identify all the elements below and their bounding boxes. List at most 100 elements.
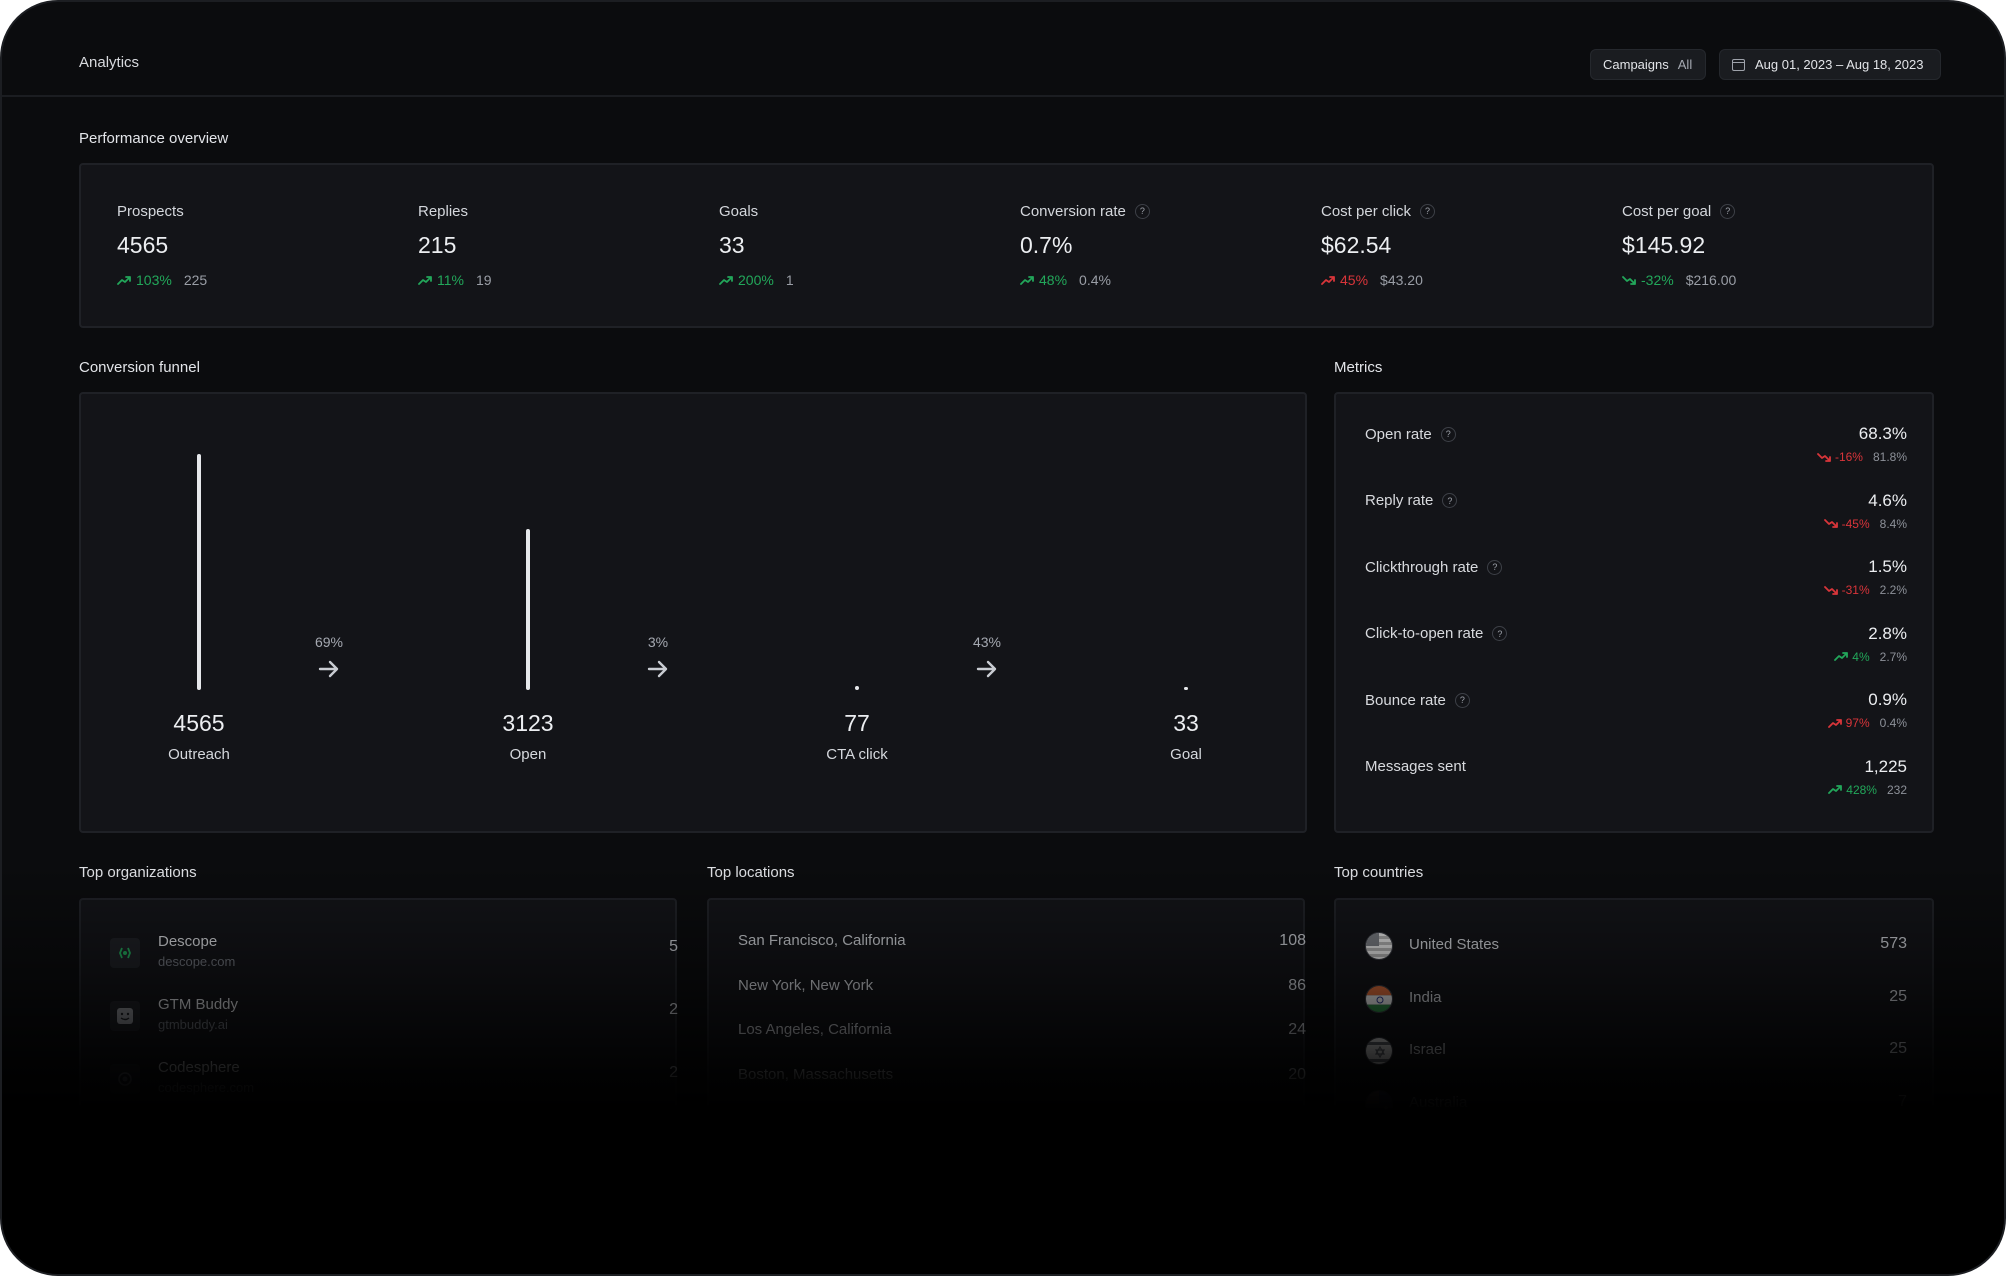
performance-overview-panel: Prospects 4565 103% 225 Replies 215 11% … <box>79 163 1934 328</box>
location-row[interactable]: San Francisco, California 108 <box>738 932 1306 972</box>
help-icon[interactable]: ? <box>1442 493 1458 508</box>
descope-logo <box>110 938 140 968</box>
country-name: United Kingdom <box>1409 1146 1516 1163</box>
metric-change: 4% 2.7% <box>1834 650 1907 664</box>
arrow-right-icon <box>647 660 668 678</box>
location-row[interactable]: Seattle, Washington 12 <box>738 1155 1306 1195</box>
trend-up-icon <box>1020 275 1034 285</box>
location-row[interactable]: Los Angeles, California 24 <box>738 1021 1306 1061</box>
funnel-bar <box>526 529 530 690</box>
country-count: 25 <box>1889 987 1907 1005</box>
funnel-stage-label: Goal <box>1170 746 1202 763</box>
stat-change: -32% $216.00 <box>1622 272 1902 288</box>
stat-value: 215 <box>418 232 457 258</box>
stat-value: 0.7% <box>1020 232 1073 258</box>
top-locations-panel: San Francisco, California 108 New York, … <box>707 898 1306 1274</box>
help-icon[interactable]: ? <box>1487 559 1503 575</box>
metric-label: Bounce rate ? <box>1365 690 1470 710</box>
conversion-funnel-panel: 4565 Outreach 3123 Open 77 CTA click 33 Goal 69%… <box>79 392 1307 833</box>
stat-change: 11% 19 <box>418 272 698 288</box>
uk-flag <box>1365 1142 1393 1170</box>
trend-up-icon <box>1321 275 1335 285</box>
funnel-value: 3123 <box>502 710 554 736</box>
help-icon[interactable]: ? <box>1492 626 1508 641</box>
date-range-picker[interactable]: Aug 01, 2023 – Aug 18, 2023 <box>1719 49 1941 80</box>
organization-name: Descope <box>158 933 218 950</box>
change-percent: 4% <box>1852 649 1870 664</box>
organization-domain: descope.com <box>158 954 236 969</box>
country-row[interactable]: India 25 <box>1365 984 1907 1025</box>
trend-up-icon <box>1834 652 1849 661</box>
overview-stat: Goals 33 200% 1 <box>719 201 999 289</box>
australia-flag <box>1365 1089 1393 1118</box>
metric-change: -45% 8.4% <box>1823 517 1907 531</box>
country-count: 573 <box>1880 935 1907 952</box>
location-count: 86 <box>1288 976 1306 994</box>
metric-row: Bounce rate ? 0.9% 97% 0.4% <box>1365 690 1907 752</box>
location-row[interactable]: Boston, Massachusetts 20 <box>738 1066 1306 1106</box>
previous-value: 81.8% <box>1872 450 1907 464</box>
stat-label: Prospects <box>117 202 184 220</box>
page-title: Analytics <box>79 54 140 71</box>
arrow-right-icon <box>318 660 339 678</box>
metric-row: Clickthrough rate ? 1.5% -31% 2.2% <box>1365 557 1907 619</box>
organization-row[interactable]: GTM Buddy gtmbuddy.ai 2 <box>110 993 678 1043</box>
change-percent: 200% <box>738 272 774 288</box>
organization-name: GTM Buddy <box>158 996 239 1013</box>
engagerocket-logo <box>110 1127 140 1157</box>
trend-down-icon <box>1817 452 1831 462</box>
previous-value: 225 <box>183 272 208 288</box>
trend-down-icon <box>1622 275 1636 285</box>
previous-value: 0.4% <box>1879 716 1907 730</box>
metrics-title: Metrics <box>1334 359 1383 376</box>
help-icon[interactable]: ? <box>1420 203 1436 219</box>
metric-change: -31% 2.2% <box>1823 583 1907 597</box>
country-count: 6 <box>1898 1145 1907 1162</box>
change-percent: -32% <box>1641 272 1674 288</box>
previous-value: 19 <box>475 272 492 288</box>
organization-row[interactable]: Codesphere codesphere.com 2 <box>110 1056 678 1106</box>
metric-label: Messages sent <box>1365 758 1466 775</box>
help-icon[interactable]: ? <box>1720 203 1736 219</box>
metric-value: 68.3% <box>1858 424 1907 443</box>
help-icon[interactable]: ? <box>1454 692 1470 708</box>
codesphere-logo <box>110 1064 140 1094</box>
trend-down-icon <box>1823 519 1838 528</box>
campaigns-filter-label: Campaigns <box>1603 57 1669 72</box>
metric-value: 4.6% <box>1868 490 1907 510</box>
help-icon[interactable]: ? <box>1440 426 1456 442</box>
change-percent: -31% <box>1841 583 1870 597</box>
funnel-stage-label: Open <box>509 746 547 763</box>
country-row[interactable]: United States 573 <box>1365 932 1907 972</box>
trend-up-icon <box>1827 718 1842 728</box>
country-row[interactable]: Israel 25 <box>1365 1037 1907 1077</box>
country-row[interactable]: Australia 7 <box>1365 1089 1907 1130</box>
organization-count: 2 <box>669 1064 678 1081</box>
metric-row: Open rate ? 68.3% -16% 81.8% <box>1365 424 1907 486</box>
campaigns-filter[interactable]: Campaigns All <box>1590 49 1706 80</box>
metric-row: Click-to-open rate ? 2.8% 4% 2.7% <box>1365 624 1907 686</box>
previous-value: 2.7% <box>1879 649 1907 664</box>
funnel-stage-label: Outreach <box>168 746 230 763</box>
change-percent: 97% <box>1845 716 1870 730</box>
overview-stat: Conversion rate ? 0.7% 48% 0.4% <box>1020 201 1300 288</box>
country-count: 7 <box>1898 1092 1907 1110</box>
organization-row[interactable]: Descope descope.com 5 <box>110 930 678 980</box>
funnel-conversion-rate: 43% <box>972 634 1002 650</box>
funnel-value: 33 <box>1173 710 1199 736</box>
organization-row[interactable]: EngageRocket engagerocket.co 2 <box>110 1119 678 1169</box>
overview-title: Performance overview <box>79 130 229 147</box>
organization-count: 2 <box>669 1127 678 1144</box>
countries-title: Top countries <box>1334 864 1424 881</box>
previous-value: $43.20 <box>1380 272 1423 288</box>
stat-change: 103% 225 <box>117 272 397 288</box>
funnel-title: Conversion funnel <box>79 359 200 376</box>
country-row[interactable]: United Kingdom 6 <box>1365 1142 1907 1182</box>
funnel-conversion-rate: 3% <box>647 634 669 650</box>
metric-value: 2.8% <box>1868 623 1907 643</box>
location-row[interactable]: New York, New York 86 <box>738 977 1306 1017</box>
location-row[interactable]: Austin, Texas 15 <box>738 1110 1306 1150</box>
location-name: Boston, Massachusetts <box>738 1065 894 1083</box>
help-icon[interactable]: ? <box>1134 203 1150 219</box>
